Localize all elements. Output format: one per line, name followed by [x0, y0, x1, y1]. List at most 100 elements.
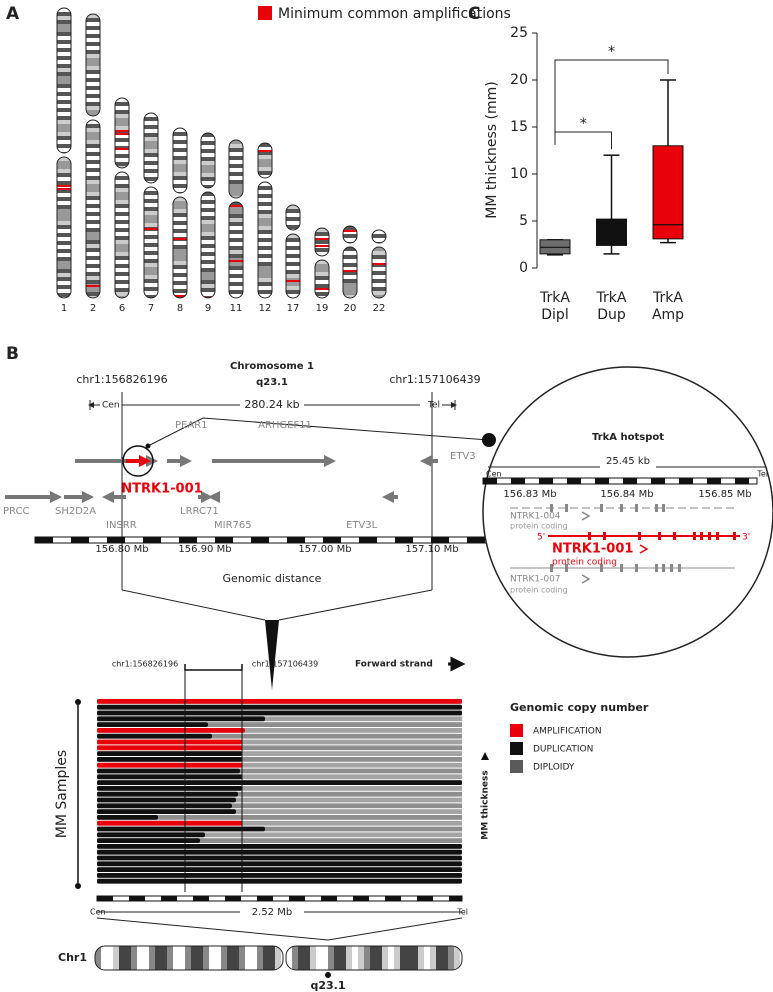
row-bg	[97, 751, 462, 756]
band	[286, 205, 300, 209]
band	[343, 234, 357, 238]
band	[229, 196, 243, 198]
band	[258, 222, 272, 226]
amp-band	[343, 230, 357, 232]
band	[286, 234, 300, 238]
arm-outline	[85, 13, 101, 117]
ruler-block	[511, 478, 525, 484]
y-tick-label: 25	[510, 25, 528, 41]
exon	[620, 504, 623, 512]
band	[173, 205, 187, 209]
highlight-gene: NTRK1-001	[121, 482, 202, 497]
band	[258, 163, 272, 167]
band	[86, 86, 100, 90]
band	[125, 946, 131, 970]
band	[328, 946, 334, 970]
band	[57, 64, 71, 68]
inset-circle	[482, 366, 773, 658]
exon	[708, 532, 711, 540]
band	[173, 229, 187, 233]
band	[173, 184, 187, 188]
band	[372, 255, 386, 259]
ruler	[482, 477, 758, 485]
band	[86, 272, 100, 276]
band	[86, 228, 100, 232]
gene-arrows	[5, 455, 438, 503]
band	[258, 194, 272, 198]
arm	[286, 205, 300, 230]
exon	[635, 504, 638, 512]
ruler-block	[129, 896, 145, 901]
band	[412, 946, 418, 970]
band	[229, 214, 243, 218]
band	[430, 946, 436, 970]
band	[86, 184, 100, 188]
ruler-block	[679, 478, 693, 484]
band	[258, 210, 272, 214]
band	[144, 267, 158, 271]
bg	[240, 398, 304, 412]
band	[315, 240, 329, 244]
band	[229, 188, 243, 192]
band	[86, 236, 100, 240]
pointer	[265, 620, 279, 690]
band	[258, 186, 272, 190]
band	[173, 209, 187, 213]
amp-band	[315, 238, 329, 240]
arrow	[88, 402, 94, 408]
coord: chr1:157106439	[252, 660, 318, 669]
chromosome-label: 2	[90, 303, 96, 314]
band	[86, 264, 100, 268]
legend-label: DIPLOIDY	[533, 763, 575, 773]
band	[144, 161, 158, 165]
dot	[145, 443, 151, 449]
dot	[482, 433, 496, 447]
span-label: 2.52 Mb	[252, 907, 292, 918]
amp-band	[115, 130, 129, 132]
ruler-block	[735, 478, 749, 484]
band	[57, 169, 71, 173]
arm	[86, 120, 100, 298]
band	[286, 262, 300, 266]
band	[115, 244, 129, 248]
ruler-block	[567, 478, 581, 484]
legend-label: Minimum common amplifications	[278, 6, 511, 22]
band	[149, 946, 155, 970]
band	[144, 219, 158, 223]
band	[173, 249, 187, 253]
chromosome-1	[94, 945, 463, 971]
axis-label: 156.84 Mb	[600, 489, 653, 500]
band	[86, 70, 100, 74]
band	[144, 169, 158, 173]
band	[229, 254, 243, 258]
band	[115, 228, 129, 232]
span-label: 280.24 kb	[244, 398, 299, 411]
chromosome-label: 20	[344, 303, 357, 314]
band	[173, 265, 187, 269]
band	[173, 261, 187, 265]
band	[258, 218, 272, 222]
ruler-block	[215, 537, 233, 543]
band	[258, 278, 272, 282]
band	[115, 252, 129, 256]
band	[57, 144, 71, 148]
band	[258, 143, 272, 147]
legend-swatch	[510, 760, 523, 773]
exon	[635, 564, 638, 572]
band	[229, 262, 243, 266]
band	[201, 169, 215, 173]
band	[86, 132, 100, 136]
band	[201, 272, 215, 276]
sig-label: *	[580, 116, 587, 132]
band	[258, 151, 272, 155]
arm	[201, 192, 215, 298]
arm	[258, 143, 272, 178]
inset-title: TrkA hotspot	[592, 432, 664, 443]
ruler-block	[359, 537, 377, 543]
band	[155, 946, 161, 970]
band	[258, 254, 272, 258]
arm	[229, 202, 243, 298]
exon	[603, 532, 606, 540]
row-seg	[97, 774, 242, 780]
